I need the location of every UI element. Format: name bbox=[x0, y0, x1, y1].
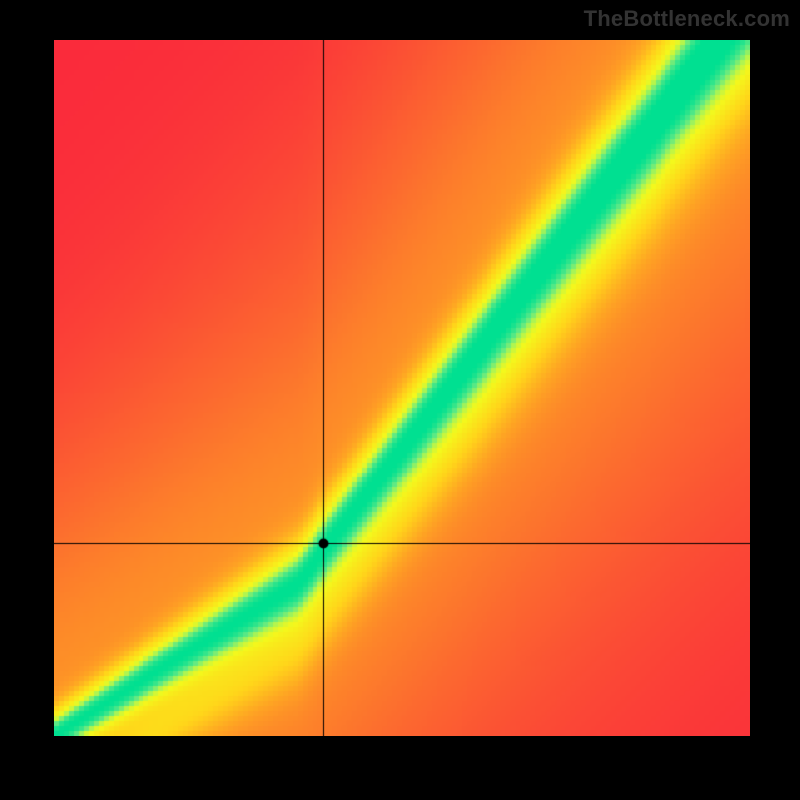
stage: TheBottleneck.com bbox=[0, 0, 800, 800]
watermark-text: TheBottleneck.com bbox=[584, 6, 790, 32]
bottleneck-heatmap bbox=[54, 40, 750, 736]
